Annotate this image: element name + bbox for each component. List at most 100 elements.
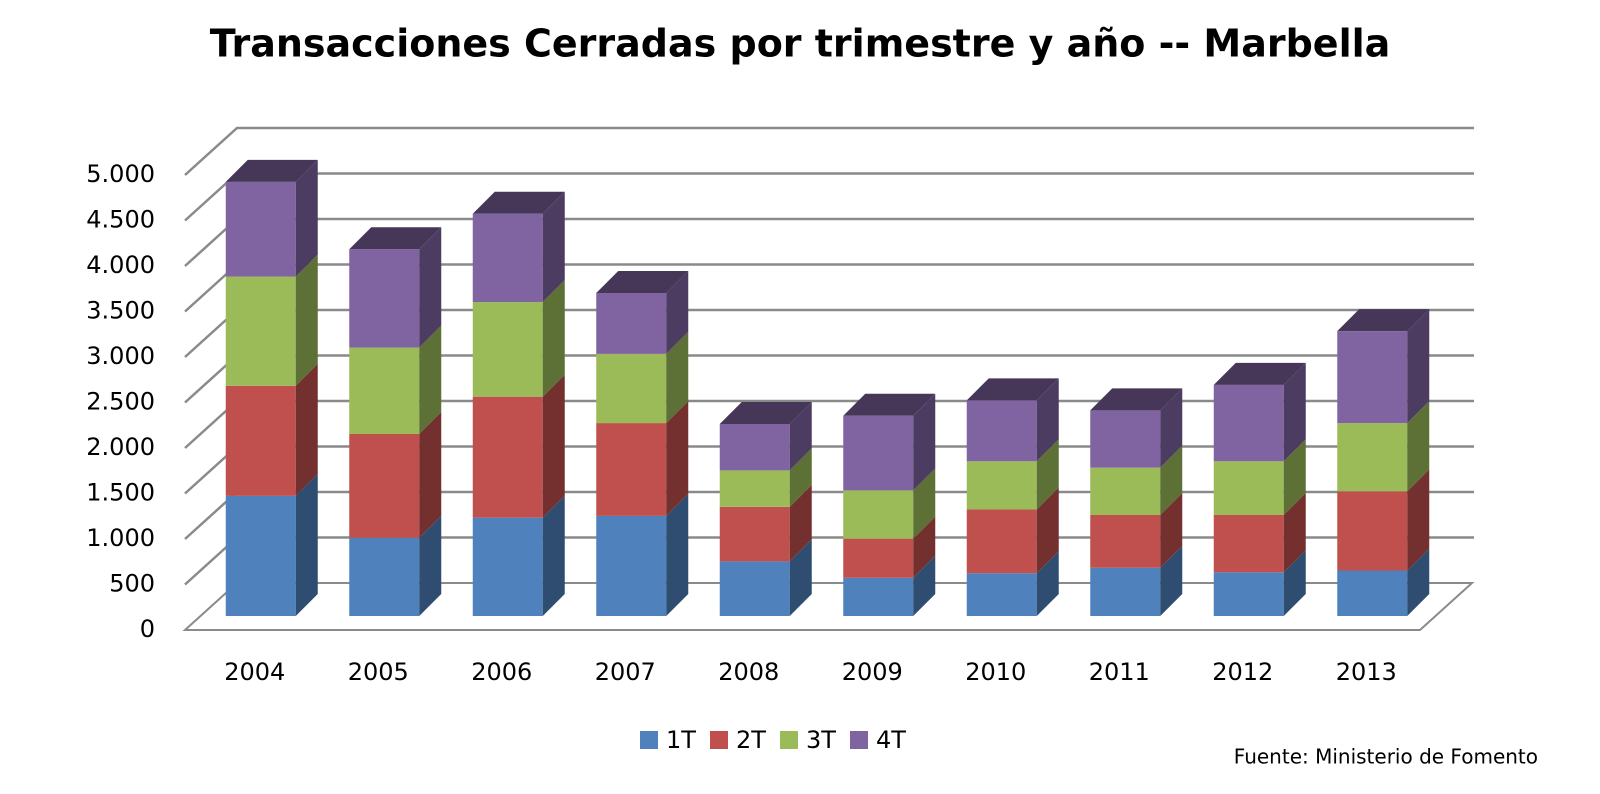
x-tick-label: 2012 (1212, 658, 1273, 686)
legend-swatch (850, 731, 868, 749)
bar-segment (225, 276, 296, 386)
bar-side (1407, 548, 1430, 616)
y-tick-label: 4.500 (86, 206, 155, 234)
bar-segment (1337, 331, 1408, 424)
bar-segment (966, 400, 1037, 462)
bar-side (1283, 362, 1306, 462)
bar-segment (472, 396, 543, 518)
x-tick-label: 2004 (224, 658, 285, 686)
bar-side (419, 515, 442, 616)
bar-side (913, 468, 936, 539)
bar-segment (596, 292, 667, 354)
bar-segment (349, 347, 420, 434)
legend-label: 4T (876, 726, 906, 754)
bar-side (1160, 388, 1183, 468)
bar-side (789, 484, 812, 562)
bar-side (295, 254, 318, 386)
source-note: Fuente: Ministerio de Fomento (1234, 745, 1538, 769)
bar-segment (1213, 461, 1284, 515)
bar-side (1283, 492, 1306, 573)
x-tick-label: 2010 (965, 658, 1026, 686)
bar-side (1036, 378, 1059, 462)
bar-side (789, 401, 812, 471)
legend-label: 1T (666, 726, 696, 754)
bar-segment (472, 302, 543, 397)
bar-side (295, 473, 318, 616)
bar-side (1160, 445, 1183, 515)
bar-top (596, 270, 689, 293)
bar-side (666, 493, 689, 616)
y-tick-label: 0 (140, 615, 155, 643)
bar-top (225, 159, 318, 182)
bar-side (542, 280, 565, 397)
bar-segment (1337, 570, 1408, 616)
bar-segment (719, 506, 790, 562)
bar-segment (1337, 423, 1408, 492)
bar-side (913, 516, 936, 578)
bar-segment (1090, 467, 1161, 515)
bar-side (666, 331, 689, 424)
bar-top (349, 227, 442, 250)
bar-segment (596, 515, 667, 616)
bar-side (913, 555, 936, 616)
y-tick-label: 3.500 (86, 297, 155, 325)
chart-title: Transacciones Cerradas por trimestre y a… (210, 22, 1391, 66)
bar-side (1407, 469, 1430, 571)
x-tick-label: 2006 (471, 658, 532, 686)
bar-top (966, 378, 1059, 401)
y-tick-label: 4.000 (86, 251, 155, 279)
bar-segment (843, 577, 914, 616)
x-tick-label: 2009 (842, 658, 903, 686)
bar-side (419, 325, 442, 434)
bar-side (419, 227, 442, 348)
bar-segment (472, 213, 543, 303)
bar-segment (1090, 567, 1161, 616)
legend-swatch (780, 731, 798, 749)
y-tick-label: 5.000 (86, 160, 155, 188)
bar-side (1036, 439, 1059, 510)
bar-segment (966, 509, 1037, 574)
legend-label: 2T (736, 726, 766, 754)
bar-side (419, 412, 442, 538)
legend-label: 3T (806, 726, 836, 754)
bar-side (1160, 545, 1183, 616)
bar-segment (349, 249, 420, 348)
bar-segment (843, 538, 914, 578)
bar-top (719, 401, 812, 424)
legend-swatch (710, 731, 728, 749)
bar-side (1407, 309, 1430, 424)
y-tick-label: 1.500 (86, 479, 155, 507)
bar-segment (1213, 572, 1284, 616)
bar-side (666, 270, 689, 354)
bar-top (1090, 388, 1183, 411)
bar-segment (966, 573, 1037, 616)
bar-segment (1213, 384, 1284, 462)
bar-side (1283, 439, 1306, 515)
bar-side (295, 159, 318, 277)
x-tick-label: 2011 (1089, 658, 1150, 686)
bar-top (472, 191, 565, 214)
bar-segment (966, 461, 1037, 510)
y-tick-label: 2.000 (86, 433, 155, 461)
bar-segment (719, 470, 790, 507)
bar-side (1160, 492, 1183, 568)
bar-side (542, 374, 565, 518)
grid-line (184, 172, 1474, 222)
bar-side (1036, 551, 1059, 616)
bar-segment (1090, 514, 1161, 568)
x-tick-label: 2007 (595, 658, 656, 686)
bar-segment (349, 434, 420, 538)
y-tick-label: 1.000 (86, 524, 155, 552)
bar-side (295, 363, 318, 496)
x-tick-label: 2013 (1336, 658, 1397, 686)
bar-segment (225, 385, 296, 496)
bar-top (843, 393, 936, 416)
bar-segment (225, 495, 296, 616)
bar-segment (843, 415, 914, 491)
bar-segment (472, 517, 543, 616)
bar-segment (719, 561, 790, 616)
bar-segment (719, 423, 790, 471)
x-tick-label: 2005 (348, 658, 409, 686)
bar-segment (596, 353, 667, 424)
